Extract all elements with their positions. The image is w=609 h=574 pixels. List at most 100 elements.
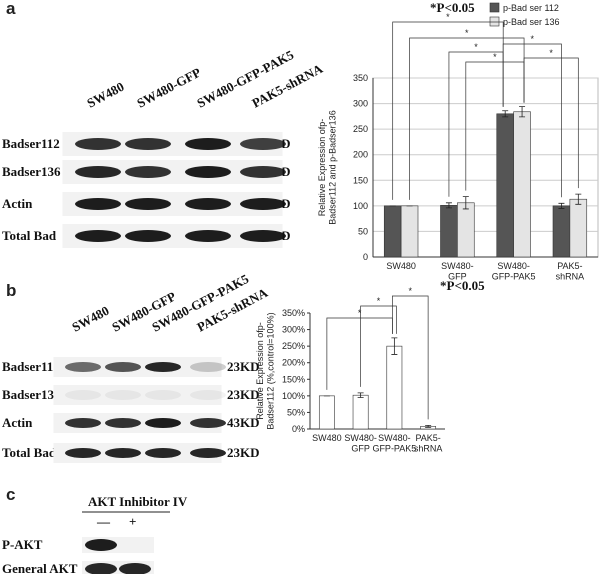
- band: [240, 198, 286, 210]
- bar: [513, 111, 531, 258]
- band: [105, 390, 141, 400]
- significance-bracket: [502, 43, 562, 198]
- band: [145, 362, 181, 372]
- y-tick-label: 350%: [282, 308, 305, 318]
- annotation: *P<0.05: [430, 0, 475, 15]
- significance-bracket: [392, 295, 429, 420]
- band: [125, 166, 171, 178]
- panel-label: b: [6, 281, 16, 300]
- band: [190, 448, 226, 458]
- legend-swatch: [489, 16, 500, 27]
- band: [190, 418, 226, 428]
- y-tick-label: 250: [353, 124, 368, 134]
- y-axis-label: Relative Expression ofp-Badser112 (%,con…: [255, 312, 275, 429]
- row-label: Actin: [2, 196, 33, 211]
- significance-bracket: [326, 317, 393, 390]
- band: [75, 230, 121, 242]
- significance-star: *: [465, 28, 469, 38]
- band: [240, 138, 286, 150]
- significance-star: *: [377, 296, 381, 306]
- bar: [400, 205, 419, 258]
- x-tick-label: SW480-GFP-PAK5: [492, 261, 536, 281]
- bar: [440, 205, 458, 258]
- lane-label: —: [96, 514, 111, 529]
- blot-title: AKT Inhibitor IV: [88, 494, 188, 509]
- bar: [457, 202, 475, 258]
- row-label: Total Bad: [2, 445, 57, 460]
- error-bar: [575, 193, 582, 205]
- error-bar: [519, 106, 526, 118]
- significance-bracket: [360, 305, 397, 387]
- band: [240, 166, 286, 178]
- significance-star: *: [474, 42, 478, 52]
- y-tick-label: 150%: [282, 374, 305, 384]
- significance-star: *: [549, 48, 553, 58]
- blot-background: [53, 385, 222, 405]
- significance-star: *: [408, 286, 412, 296]
- x-tick-label: SW480: [312, 433, 342, 443]
- row-label: Badser112: [2, 359, 60, 374]
- error-bar: [502, 110, 509, 118]
- bar: [496, 113, 514, 258]
- bar: [552, 205, 571, 258]
- bar: [352, 394, 369, 430]
- y-tick-label: 150: [353, 175, 368, 185]
- band: [125, 138, 171, 150]
- bar: [569, 198, 588, 258]
- lane-label: SW480-GFP: [134, 64, 203, 110]
- panel-label: c: [6, 485, 15, 504]
- significance-star: *: [531, 34, 535, 44]
- band: [65, 390, 101, 400]
- band: [185, 198, 231, 210]
- band: [65, 448, 101, 458]
- y-tick-label: 250%: [282, 341, 305, 351]
- row-label: Total Bad: [2, 228, 57, 243]
- significance-star: *: [446, 12, 450, 22]
- band: [185, 166, 231, 178]
- significance-bracket: [448, 51, 504, 197]
- row-label: Badser112: [2, 136, 60, 151]
- x-tick-label: SW480-GFP: [441, 261, 474, 281]
- significance-star: *: [493, 52, 497, 62]
- y-tick-label: 300: [353, 99, 368, 109]
- band: [75, 198, 121, 210]
- band: [125, 198, 171, 210]
- lane-label: SW480: [84, 79, 126, 111]
- lane-label: SW480-GFP-PAK5: [194, 47, 296, 111]
- legend-label: p-Bad ser 136: [503, 17, 560, 27]
- bar: [383, 205, 402, 258]
- band: [190, 362, 226, 372]
- error-bar: [445, 202, 452, 209]
- error-bar: [558, 202, 565, 209]
- error-bar: [391, 337, 398, 355]
- y-tick-label: 100: [353, 201, 368, 211]
- bar: [318, 395, 335, 430]
- band: [75, 138, 121, 150]
- y-tick-label: 200: [353, 150, 368, 160]
- band: [105, 448, 141, 458]
- x-tick-label: SW480-GFP: [344, 433, 377, 453]
- significance-star: *: [358, 308, 362, 318]
- x-tick-label: SW480-GFP-PAK5: [372, 433, 416, 453]
- row-label: General AKT: [2, 561, 78, 574]
- band: [85, 563, 117, 574]
- band: [145, 418, 181, 428]
- lane-label: SW480: [69, 303, 111, 335]
- lane-label: +: [129, 514, 136, 529]
- annotation: *P<0.05: [440, 278, 485, 293]
- band: [240, 230, 286, 242]
- band: [85, 539, 117, 551]
- band: [75, 166, 121, 178]
- panel-label: a: [6, 0, 16, 18]
- band: [185, 138, 231, 150]
- y-tick-label: 0: [363, 252, 368, 262]
- band: [125, 230, 171, 242]
- size-label: 23KD: [227, 359, 260, 374]
- y-tick-label: 300%: [282, 325, 305, 335]
- row-label: Badser136: [2, 164, 61, 179]
- x-tick-label: SW480: [386, 261, 416, 271]
- band: [145, 448, 181, 458]
- y-tick-label: 100%: [282, 391, 305, 401]
- size-label: 23KD: [227, 387, 260, 402]
- band: [119, 563, 151, 574]
